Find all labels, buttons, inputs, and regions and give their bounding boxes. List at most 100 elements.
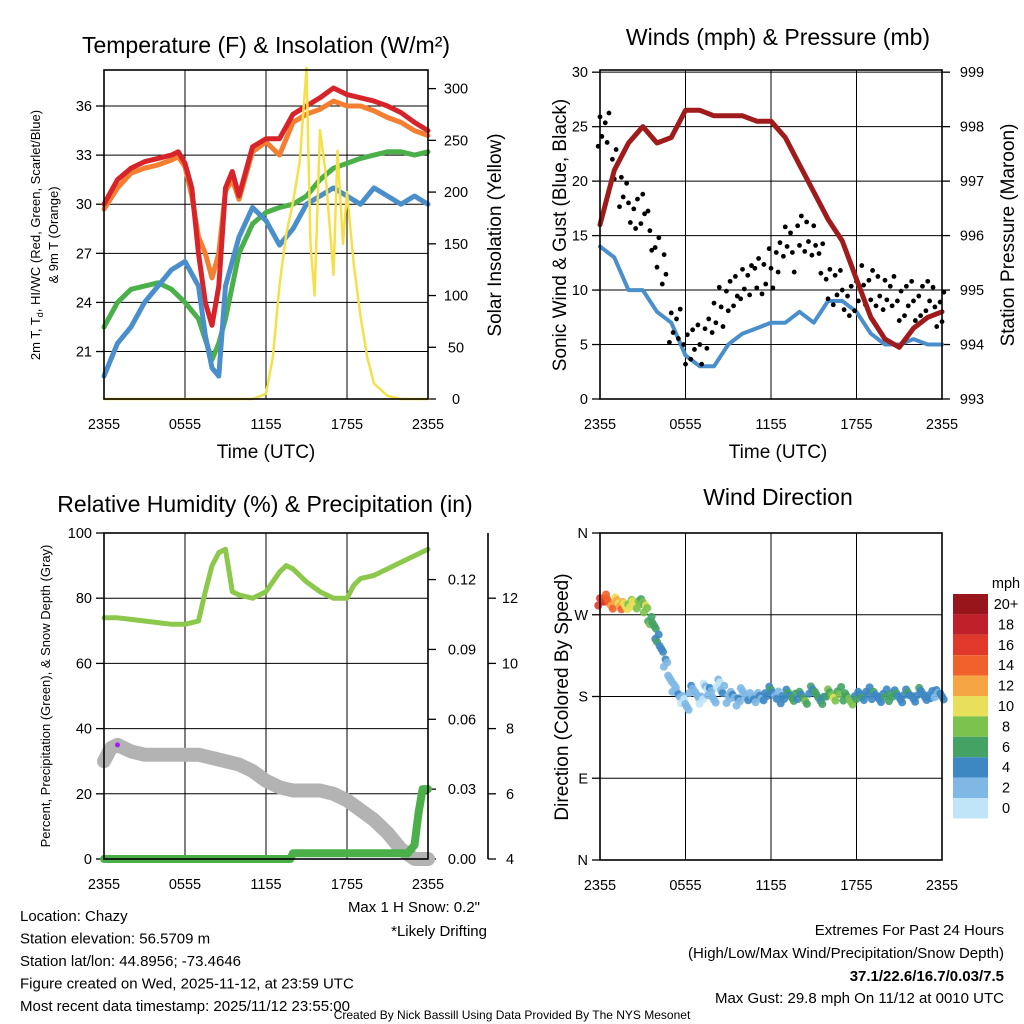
max-snow-label: Max 1 H Snow: 0.2" [348, 899, 480, 916]
x-tick-label: 2355 [412, 417, 444, 433]
x-tick-label: 1155 [755, 878, 786, 894]
gust-point [825, 296, 831, 302]
gust-point [711, 300, 717, 306]
extremes-subtitle: (High/Low/Max Wind/Precipitation/Snow De… [688, 945, 1004, 962]
legend-swatch [953, 757, 988, 778]
gust-point [795, 223, 801, 229]
y2-tick-label: 995 [960, 283, 984, 299]
gust-point [891, 274, 897, 279]
y-axis-label-part: , HI/WC (Red, Green, Scarlet/Blue) [28, 110, 43, 312]
gust-point [918, 313, 924, 319]
gust-point [791, 269, 797, 275]
gust-point [832, 272, 838, 278]
gust-point [788, 230, 793, 236]
gust-point [668, 310, 674, 316]
y-tick-label: 5 [580, 338, 588, 354]
gust-point [920, 283, 925, 289]
gust-point [752, 265, 758, 271]
legend-label: 2 [1002, 781, 1010, 797]
gust-point [789, 250, 795, 255]
direction-point [643, 604, 652, 613]
series-station-pressure [597, 107, 945, 350]
gust-point [798, 213, 804, 219]
x-tick-label: 0555 [169, 877, 201, 893]
x-tick-label: 2355 [926, 417, 958, 433]
gust-point [866, 277, 872, 283]
gust-point [827, 266, 833, 272]
direction-point [877, 698, 886, 707]
gust-point [848, 283, 854, 289]
gust-point [674, 316, 679, 322]
direction-point [658, 647, 667, 656]
direction-point [939, 695, 948, 704]
y-tick-label: N [578, 526, 588, 542]
direction-point [848, 700, 857, 709]
chart-title: Winds (mph) & Pressure (mb) [626, 24, 930, 50]
gust-point [731, 303, 736, 309]
direction-point [735, 697, 744, 706]
y2-tick-label: 996 [960, 229, 984, 245]
gust-point [627, 220, 633, 225]
direction-point [802, 699, 811, 708]
gust-point [782, 224, 788, 230]
y2-tick-label: 10 [502, 656, 518, 672]
legend-swatch [953, 798, 988, 819]
gust-point [720, 324, 726, 329]
x-tick-label: 0555 [669, 417, 701, 433]
y2-tick-label: 12 [502, 591, 518, 607]
direction-point [608, 604, 617, 613]
gust-point [734, 293, 740, 299]
x-tick-label: 2355 [88, 417, 120, 433]
y2-axis-label: Solar Insolation (Yellow) [485, 133, 506, 336]
y2-tick-label: 8 [506, 722, 514, 738]
gust-point [652, 245, 658, 250]
gust-point [732, 274, 738, 279]
y2-tick-label: 6 [506, 787, 514, 803]
y2-tick-label: 300 [444, 82, 468, 98]
gust-point [777, 240, 783, 246]
gust-point [618, 174, 624, 180]
gust-point [702, 326, 708, 332]
extremes-box: Extremes For Past 24 Hours (High/Low/Max … [688, 922, 1004, 1007]
gust-point [756, 256, 762, 261]
x-tick-label: 1155 [250, 417, 281, 433]
gust-point [761, 262, 767, 267]
gust-point [802, 248, 808, 254]
y2-tick-label: 998 [960, 120, 984, 136]
x-tick-label: 0555 [669, 878, 701, 894]
gust-point [656, 235, 662, 241]
gust-point [633, 226, 639, 231]
y-axis-label: Percent, Precipitation (Green), & Snow D… [38, 545, 53, 848]
legend-swatch [953, 696, 988, 717]
gust-point [882, 277, 888, 283]
gust-point [718, 304, 724, 310]
y-tick-label: 60 [76, 656, 92, 672]
direction-point [837, 682, 846, 691]
legend-swatch [953, 594, 988, 615]
plot-border [599, 69, 943, 400]
gust-point [855, 298, 861, 304]
gust-point [770, 285, 776, 291]
gust-point [661, 252, 667, 258]
x-tick-label: 1755 [840, 417, 872, 433]
gust-point [645, 208, 651, 214]
y2-tick-label: 997 [960, 174, 984, 190]
y2-tick-label: 100 [444, 289, 468, 305]
y2-axis-label: Station Pressure (Maroon) [998, 124, 1019, 347]
gust-point [675, 336, 681, 341]
gust-point [912, 318, 918, 323]
y-axis-label-line2: & 9m T (Orange) [46, 186, 61, 283]
chart-title: Wind Direction [703, 484, 853, 510]
max-gust: Max Gust: 29.8 mph On 11/12 at 0010 UTC [715, 990, 1004, 1007]
gust-point [930, 284, 936, 290]
gust-point [861, 282, 867, 288]
gust-point [870, 268, 876, 273]
direction-point [818, 699, 827, 708]
gust-point [697, 342, 703, 347]
y2-tick-label: 250 [444, 133, 468, 149]
gust-point [811, 223, 817, 229]
x-tick-label: 1755 [331, 877, 363, 893]
y-tick-label: S [578, 690, 588, 706]
legend-label: 16 [998, 638, 1014, 654]
plot-border [103, 69, 429, 400]
